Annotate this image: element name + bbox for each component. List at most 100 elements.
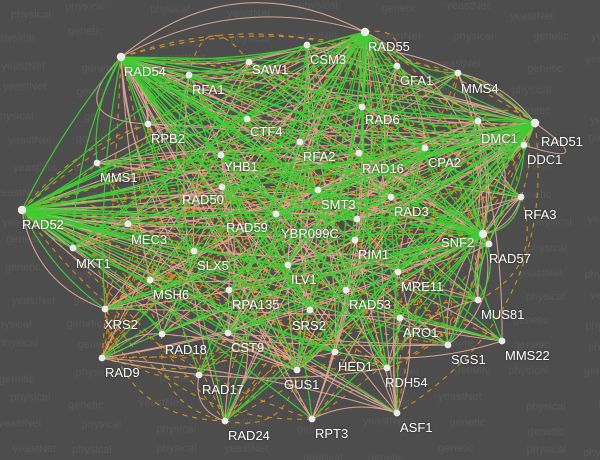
graph-node[interactable] bbox=[225, 286, 233, 294]
graph-node[interactable] bbox=[144, 120, 152, 128]
graph-node-hitarea[interactable] bbox=[483, 238, 495, 250]
graph-node[interactable] bbox=[101, 305, 109, 313]
graph-node-hitarea[interactable] bbox=[356, 101, 368, 113]
graph-node[interactable] bbox=[351, 236, 359, 244]
graph-node[interactable] bbox=[308, 415, 316, 423]
graph-node[interactable] bbox=[303, 41, 311, 49]
graph-node-hitarea[interactable] bbox=[96, 352, 108, 364]
graph-node[interactable] bbox=[498, 337, 506, 345]
graph-node-hitarea[interactable] bbox=[193, 369, 205, 381]
graph-node[interactable] bbox=[195, 371, 203, 379]
graph-node-hitarea[interactable] bbox=[243, 56, 255, 68]
graph-node[interactable] bbox=[478, 229, 488, 239]
graph-node[interactable] bbox=[421, 144, 429, 152]
graph-node[interactable] bbox=[146, 276, 154, 284]
graph-node[interactable] bbox=[474, 117, 482, 125]
graph-node[interactable] bbox=[331, 348, 339, 356]
graph-node-hitarea[interactable] bbox=[385, 191, 397, 203]
graph-node[interactable] bbox=[383, 364, 391, 372]
graph-node-hitarea[interactable] bbox=[381, 362, 393, 374]
graph-node[interactable] bbox=[393, 409, 401, 417]
graph-node-hitarea[interactable] bbox=[472, 294, 484, 306]
graph-node-hitarea[interactable] bbox=[391, 60, 403, 72]
graph-node-hitarea[interactable] bbox=[496, 335, 508, 347]
graph-node-hitarea[interactable] bbox=[518, 139, 530, 151]
graph-node[interactable] bbox=[342, 286, 350, 294]
graph-node[interactable] bbox=[190, 247, 198, 255]
graph-node-hitarea[interactable] bbox=[452, 67, 464, 79]
graph-node[interactable] bbox=[221, 417, 229, 425]
graph-node-hitarea[interactable] bbox=[391, 407, 403, 419]
graph-node-hitarea[interactable] bbox=[353, 147, 365, 159]
graph-node[interactable] bbox=[296, 138, 304, 146]
graph-node-hitarea[interactable] bbox=[115, 51, 127, 63]
graph-node[interactable] bbox=[284, 261, 292, 269]
graph-node[interactable] bbox=[69, 244, 77, 252]
graph-node[interactable] bbox=[360, 27, 370, 37]
graph-node[interactable] bbox=[217, 151, 225, 159]
graph-node-hitarea[interactable] bbox=[188, 245, 200, 257]
graph-node[interactable] bbox=[353, 215, 361, 223]
graph-node-hitarea[interactable] bbox=[359, 26, 371, 38]
graph-node[interactable] bbox=[116, 52, 126, 62]
graph-node-hitarea[interactable] bbox=[472, 115, 484, 127]
graph-node[interactable] bbox=[520, 141, 528, 149]
graph-node[interactable] bbox=[293, 366, 301, 374]
graph-node[interactable] bbox=[93, 159, 101, 167]
graph-node[interactable] bbox=[124, 220, 132, 228]
graph-node-hitarea[interactable] bbox=[312, 184, 324, 196]
graph-node-hitarea[interactable] bbox=[142, 118, 154, 130]
graph-node[interactable] bbox=[454, 69, 462, 77]
graph-node-hitarea[interactable] bbox=[351, 213, 363, 225]
graph-node-hitarea[interactable] bbox=[294, 136, 306, 148]
graph-node[interactable] bbox=[245, 58, 253, 66]
graph-node-hitarea[interactable] bbox=[156, 328, 168, 340]
graph-node[interactable] bbox=[444, 341, 452, 349]
graph-node-hitarea[interactable] bbox=[241, 113, 253, 125]
graph-node[interactable] bbox=[243, 115, 251, 123]
graph-node-hitarea[interactable] bbox=[419, 142, 431, 154]
graph-node-hitarea[interactable] bbox=[304, 304, 316, 316]
graph-node[interactable] bbox=[394, 268, 402, 276]
graph-node[interactable] bbox=[158, 330, 166, 338]
graph-node-hitarea[interactable] bbox=[349, 234, 361, 246]
graph-node-hitarea[interactable] bbox=[329, 346, 341, 358]
graph-node-hitarea[interactable] bbox=[183, 69, 195, 81]
graph-node[interactable] bbox=[314, 186, 322, 194]
graph-node[interactable] bbox=[98, 354, 106, 362]
graph-node[interactable] bbox=[17, 205, 27, 215]
graph-node-hitarea[interactable] bbox=[392, 266, 404, 278]
graph-node-hitarea[interactable] bbox=[291, 364, 303, 376]
graph-node[interactable] bbox=[387, 193, 395, 201]
graph-node-hitarea[interactable] bbox=[91, 157, 103, 169]
graph-node-hitarea[interactable] bbox=[216, 181, 228, 193]
graph-node-hitarea[interactable] bbox=[16, 204, 28, 216]
graph-node[interactable] bbox=[517, 193, 525, 201]
graph-node-hitarea[interactable] bbox=[99, 303, 111, 315]
graph-node-hitarea[interactable] bbox=[215, 149, 227, 161]
graph-node-hitarea[interactable] bbox=[306, 413, 318, 425]
graph-node-hitarea[interactable] bbox=[340, 284, 352, 296]
graph-node[interactable] bbox=[474, 296, 482, 304]
graph-node-hitarea[interactable] bbox=[122, 218, 134, 230]
graph-node[interactable] bbox=[185, 71, 193, 79]
graph-node-hitarea[interactable] bbox=[219, 415, 231, 427]
graph-node[interactable] bbox=[306, 306, 314, 314]
graph-node[interactable] bbox=[358, 103, 366, 111]
graph-node-hitarea[interactable] bbox=[515, 191, 527, 203]
graph-node[interactable] bbox=[530, 118, 540, 128]
graph-node-hitarea[interactable] bbox=[144, 274, 156, 286]
graph-node[interactable] bbox=[355, 149, 363, 157]
graph-node-hitarea[interactable] bbox=[301, 39, 313, 51]
graph-node[interactable] bbox=[272, 210, 280, 218]
graph-node-hitarea[interactable] bbox=[222, 327, 234, 339]
graph-node-hitarea[interactable] bbox=[282, 259, 294, 271]
graph-node[interactable] bbox=[224, 329, 232, 337]
graph-node-hitarea[interactable] bbox=[529, 117, 541, 129]
graph-node[interactable] bbox=[218, 183, 226, 191]
graph-node-hitarea[interactable] bbox=[67, 242, 79, 254]
graph-node-hitarea[interactable] bbox=[270, 208, 282, 220]
graph-node-hitarea[interactable] bbox=[394, 312, 406, 324]
graph-node[interactable] bbox=[396, 314, 404, 322]
